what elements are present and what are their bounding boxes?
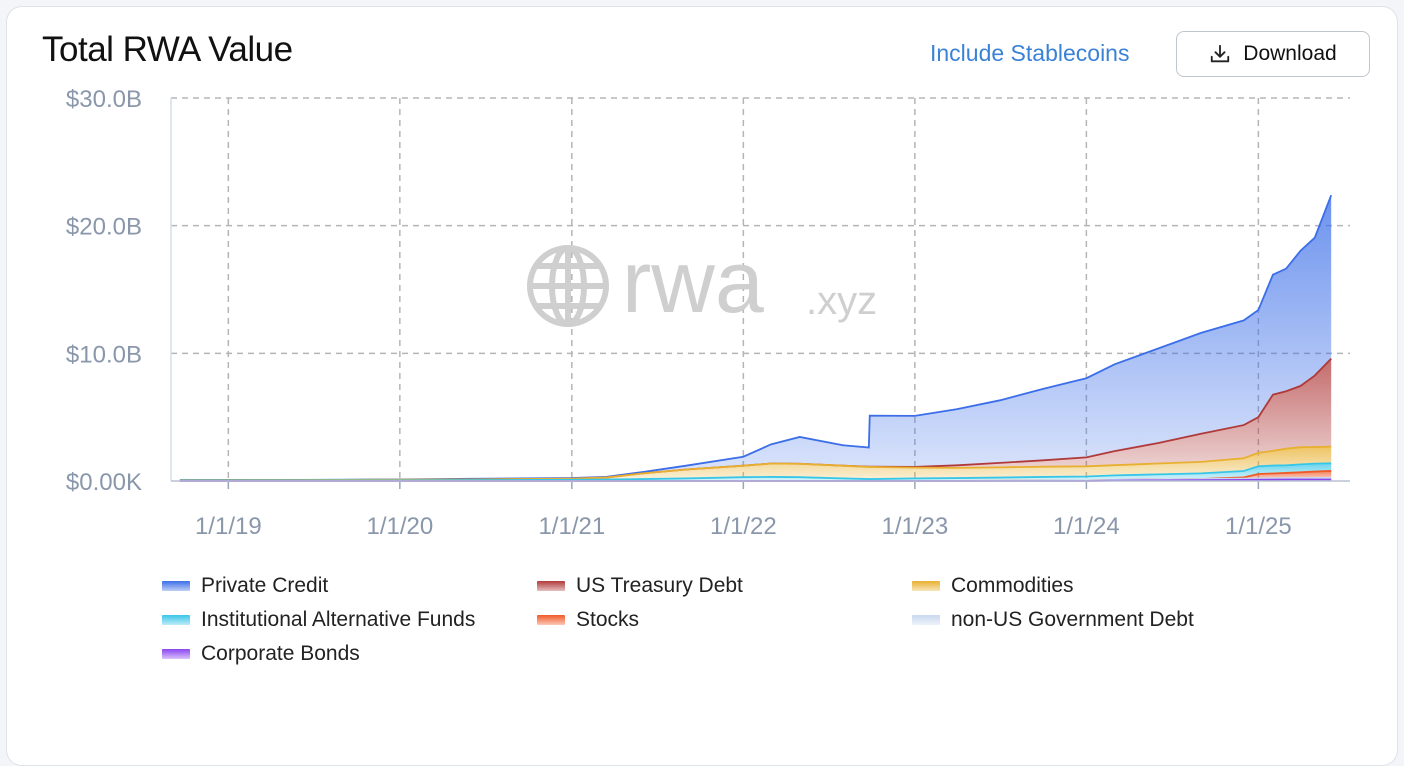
legend-label: Stocks — [576, 608, 640, 631]
legend-item[interactable]: Commodities — [912, 574, 1074, 598]
legend-label: Institutional Alternative Funds — [201, 608, 476, 631]
legend-item[interactable]: Private Credit — [162, 574, 328, 598]
globe-logo-icon — [527, 245, 609, 327]
legend-item[interactable]: Stocks — [537, 608, 639, 632]
legend-swatch — [162, 581, 190, 591]
legend-item[interactable]: Corporate Bonds — [162, 642, 360, 666]
download-label: Download — [1243, 42, 1337, 65]
series-line-institutional-alternative-funds — [179, 462, 1332, 482]
legend-label: Corporate Bonds — [201, 642, 360, 665]
watermark-suffix: .xyz — [806, 279, 877, 323]
legend-item[interactable]: non-US Government Debt — [912, 608, 1194, 632]
y-tick-label: $30.0B — [66, 86, 142, 113]
legend-swatch — [537, 581, 565, 591]
x-tick-label: 1/1/25 — [1225, 513, 1292, 540]
x-tick-label: 1/1/20 — [366, 513, 433, 540]
legend-label: US Treasury Debt — [576, 574, 743, 597]
legend-swatch — [912, 581, 940, 591]
legend-swatch — [912, 615, 940, 625]
y-tick-label: $0.00K — [66, 469, 142, 496]
area-chart: rwa .xyz $0.00K $10.0B $20.0B $30.0B 1/1/19 1… — [66, 86, 1350, 540]
x-tick-label: 1/1/21 — [538, 513, 605, 540]
x-tick-label: 1/1/19 — [195, 513, 262, 540]
y-tick-label: $10.0B — [66, 341, 142, 368]
legend-swatch — [537, 615, 565, 625]
legend-item[interactable]: US Treasury Debt — [537, 574, 743, 598]
legend-swatch — [162, 649, 190, 659]
series-line-commodities — [179, 445, 1332, 482]
y-tick-label: $20.0B — [66, 214, 142, 241]
download-button[interactable]: Download — [1176, 31, 1370, 77]
download-icon — [1211, 44, 1230, 63]
watermark: rwa .xyz — [527, 232, 877, 331]
legend-label: Commodities — [951, 574, 1074, 597]
x-tick-label: 1/1/22 — [710, 513, 777, 540]
watermark-text: rwa — [622, 232, 764, 331]
legend-item[interactable]: Institutional Alternative Funds — [162, 608, 475, 632]
include-stablecoins-toggle[interactable]: Include Stablecoins — [930, 40, 1130, 66]
series-area-commodities — [179, 446, 1332, 481]
page-title: Total RWA Value — [42, 30, 293, 69]
x-tick-label: 1/1/23 — [881, 513, 948, 540]
series-area-private-credit — [179, 195, 1332, 481]
x-tick-label: 1/1/24 — [1053, 513, 1120, 540]
axes: $0.00K $10.0B $20.0B $30.0B 1/1/19 1/1/20 1/1/… — [66, 86, 1350, 540]
legend-label: non-US Government Debt — [951, 608, 1194, 631]
legend-label: Private Credit — [201, 574, 329, 597]
legend-swatch — [162, 615, 190, 625]
